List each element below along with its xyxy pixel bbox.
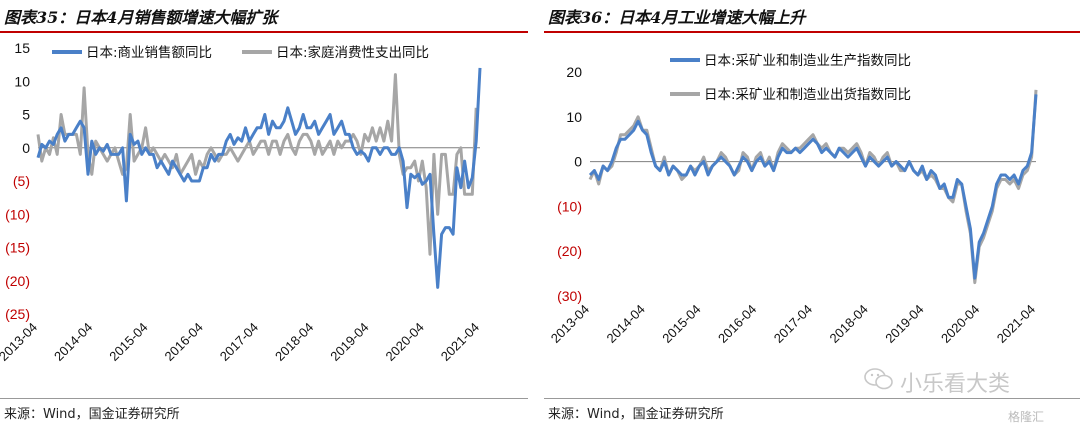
- x-tick-label: 2021-04: [994, 302, 1038, 346]
- x-tick-label: 2014-04: [604, 302, 648, 346]
- x-tick-label: 2019-04: [882, 302, 926, 346]
- x-tick-label: 2013-04: [0, 320, 40, 364]
- brand-watermark: 格隆汇: [1008, 410, 1045, 424]
- series-line-2: [36, 73, 478, 256]
- x-tick-label: 2016-04: [715, 302, 759, 346]
- legend-label: 日本:采矿业和制造业生产指数同比: [704, 53, 911, 69]
- series-line-1: [588, 94, 1038, 280]
- series-line-1: [36, 67, 482, 289]
- source-divider: [544, 398, 1080, 399]
- y-tick-label: (10): [557, 198, 582, 214]
- y-tick-label: 15: [14, 40, 30, 56]
- y-tick-label: 5: [22, 107, 30, 123]
- chart-panel-industrial: 图表36：日本4月工业增速大幅上升 20 10 0 (10) (20) (30) 2013-…: [544, 0, 1080, 434]
- source-note: 来源：Wind，国金证券研究所: [548, 407, 724, 422]
- x-tick-label: 2015-04: [659, 302, 703, 346]
- y-tick-label: (5): [13, 173, 30, 189]
- x-tick-label: 2020-04: [938, 302, 982, 346]
- wechat-icon: [864, 368, 893, 390]
- y-tick-label: 0: [574, 154, 582, 170]
- y-tick-label: (15): [5, 240, 30, 256]
- legend-label: 日本:采矿业和制造业出货指数同比: [704, 86, 911, 103]
- legend-label: 日本:家庭消费性支出同比: [276, 44, 429, 61]
- chart-title: 图表35：日本4月销售额增速大幅扩张: [4, 8, 278, 27]
- source-divider: [0, 398, 528, 399]
- source-note: 来源：Wind，国金证券研究所: [4, 407, 180, 422]
- y-tick-label: (10): [5, 206, 30, 222]
- x-tick-label: 2018-04: [272, 320, 316, 364]
- chart-panel-sales: 图表35：日本4月销售额增速大幅扩张 15 10 5 0 (5) (10) (15) (20)…: [0, 0, 528, 434]
- y-tick-label: (20): [557, 243, 582, 259]
- y-tick-label: 10: [566, 109, 582, 125]
- x-tick-label: 2013-04: [548, 302, 592, 346]
- title-divider: [544, 31, 1080, 33]
- x-tick-label: 2015-04: [106, 320, 150, 364]
- watermark-text: 小乐看大类: [900, 372, 1011, 397]
- y-tick-label: 10: [14, 73, 30, 89]
- legend-label: 日本:商业销售额同比: [86, 45, 212, 61]
- y-tick-label: 0: [22, 140, 30, 156]
- x-tick-label: 2019-04: [327, 320, 371, 364]
- chart-title: 图表36：日本4月工业增速大幅上升: [548, 8, 806, 27]
- series-line-2: [588, 89, 1038, 285]
- x-tick-label: 2017-04: [217, 320, 261, 364]
- x-tick-label: 2018-04: [827, 302, 871, 346]
- y-tick-label: 20: [566, 64, 582, 80]
- x-tick-label: 2016-04: [162, 320, 206, 364]
- y-tick-label: (20): [5, 273, 30, 289]
- x-tick-label: 2020-04: [383, 320, 427, 364]
- title-divider: [0, 31, 528, 33]
- x-tick-label: 2014-04: [51, 320, 95, 364]
- y-tick-label: (30): [557, 288, 582, 304]
- y-tick-label: (25): [5, 306, 30, 322]
- x-tick-label: 2017-04: [771, 302, 815, 346]
- industrial-chart: 20 10 0 (10) (20) (30)2013-04 2014-04 2015-04 20…: [548, 53, 1038, 346]
- x-tick-label: 2021-04: [438, 320, 482, 364]
